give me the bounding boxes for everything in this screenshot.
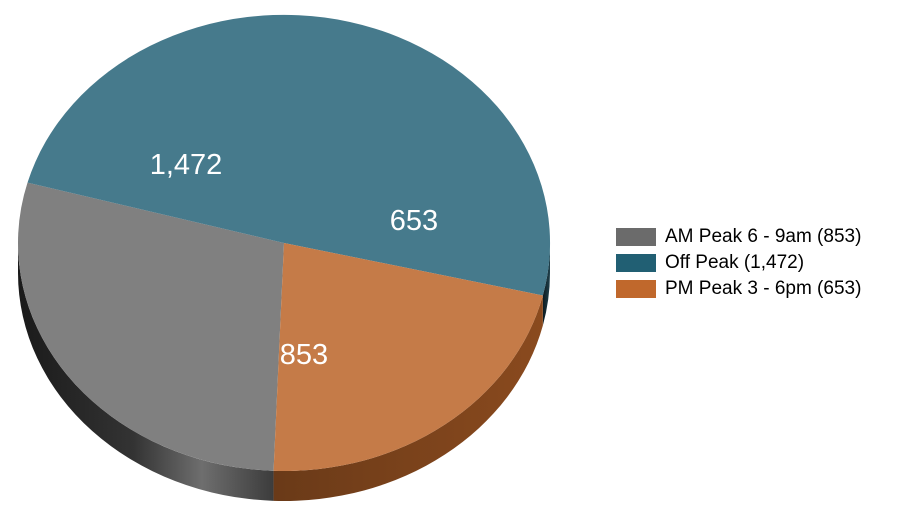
legend-label-pm-peak: PM Peak 3 - 6pm (653) <box>665 278 862 299</box>
pie-slices <box>17 14 551 471</box>
legend-swatch-off-peak <box>616 254 656 272</box>
legend: AM Peak 6 - 9am (853) Off Peak (1,472) P… <box>616 224 861 302</box>
legend-label-off-peak: Off Peak (1,472) <box>665 252 805 273</box>
legend-item-off-peak: Off Peak (1,472) <box>616 250 861 276</box>
pie-side-am-peak <box>18 243 274 501</box>
pie-slice-am-peak <box>17 182 285 471</box>
slice-label-am-peak: 853 <box>280 339 328 371</box>
pie-sides <box>18 243 550 501</box>
slice-labels: 853 1,472 653 <box>150 149 438 371</box>
legend-swatch-am-peak <box>616 228 656 246</box>
legend-item-pm-peak: PM Peak 3 - 6pm (653) <box>616 276 861 302</box>
pie-slice-pm-peak <box>273 243 543 471</box>
legend-swatch-pm-peak <box>616 280 656 298</box>
legend-item-am-peak: AM Peak 6 - 9am (853) <box>616 224 861 250</box>
legend-label-am-peak: AM Peak 6 - 9am (853) <box>665 226 862 247</box>
pie-side-pm-peak <box>273 295 543 501</box>
slice-label-off-peak: 1,472 <box>150 149 223 181</box>
slice-label-pm-peak: 653 <box>390 205 438 237</box>
pie-side-off-peak <box>542 243 550 326</box>
pie-slice-off-peak <box>27 14 551 296</box>
